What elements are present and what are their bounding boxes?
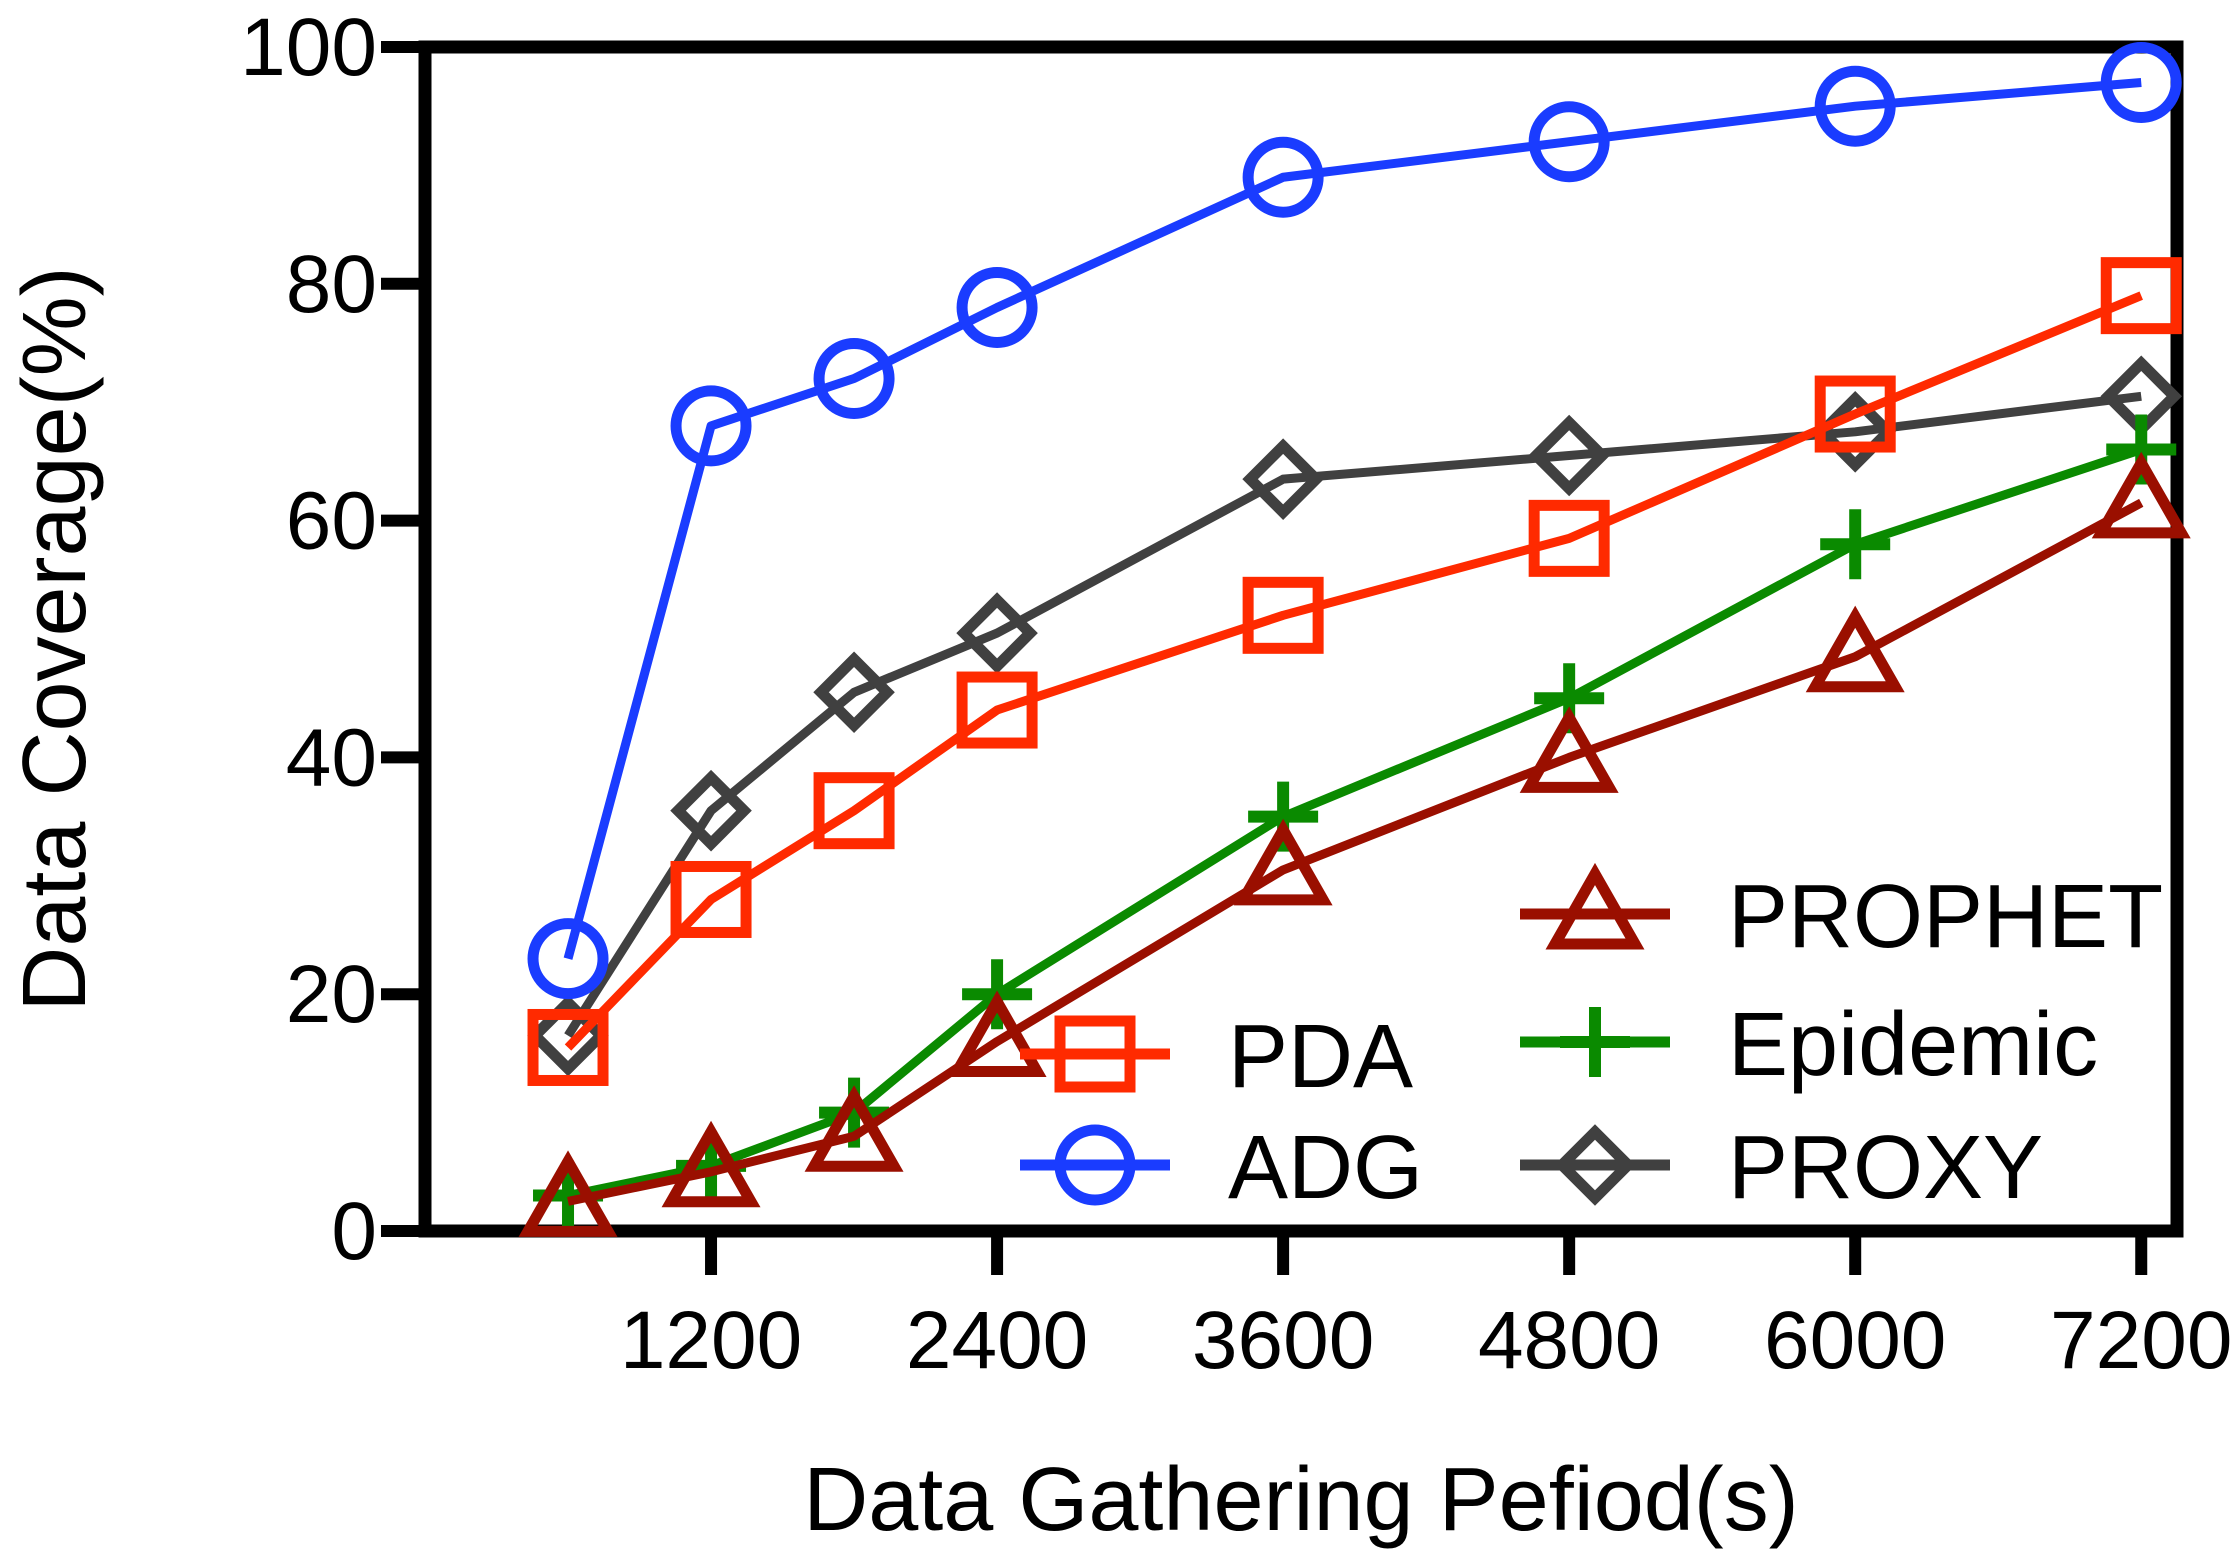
data-point-proxy: [813, 651, 895, 734]
x-tick-label: 3600: [1192, 1295, 1374, 1386]
data-point-pda: [670, 860, 752, 938]
y-tick-label: 60: [286, 476, 377, 567]
data-point-proxy: [1528, 414, 1610, 497]
legend-item-proxy: PROXY: [1520, 1118, 2043, 1218]
series: [518, 42, 2191, 1237]
data-point-adg: [670, 385, 752, 467]
data-point-prophet: [1805, 605, 1905, 693]
legend-marker-pda: [1054, 1015, 1136, 1093]
legend-marker-proxy: [1554, 1124, 1636, 1206]
legend-item-pda: PDA: [1020, 1007, 1413, 1107]
data-point-prophet: [2091, 451, 2191, 539]
x-axis-title: Data Gathering Pefiod(s): [803, 1450, 1799, 1550]
data-point-adg: [1528, 101, 1610, 183]
data-point-adg: [527, 918, 609, 1000]
data-point-prophet: [518, 1150, 618, 1237]
data-point-adg: [813, 338, 895, 420]
y-tick-label: 100: [240, 2, 377, 93]
legend-label-epidemic: Epidemic: [1728, 995, 2098, 1095]
data-point-proxy: [1242, 438, 1324, 520]
x-tick-label: 1200: [620, 1295, 802, 1386]
series-line-adg: [563, 78, 2142, 960]
y-tick-label: 20: [286, 949, 377, 1040]
data-point-epidemic: [1248, 781, 1319, 852]
legend-marker-prophet: [1545, 862, 1645, 950]
data-point-pda: [1242, 576, 1324, 654]
data-point-epidemic: [1820, 509, 1891, 580]
data-point-pda: [1528, 499, 1610, 577]
data-point-prophet: [1233, 818, 1333, 906]
data-point-adg: [956, 266, 1038, 348]
data-point-prophet: [1519, 706, 1619, 793]
series-adg: [527, 42, 2182, 1000]
y-tick-label: 0: [331, 1186, 377, 1277]
data-point-proxy: [670, 769, 752, 852]
data-point-proxy: [956, 592, 1038, 674]
y-tick-label: 40: [286, 712, 377, 803]
plot-frame: [418, 40, 2184, 1238]
ticks: 0 20 40 60 80 100 1200 2400 3600 4800 6000 7200: [240, 2, 2232, 1386]
y-axis-title: Data Coverage(%): [5, 266, 105, 1011]
data-point-adg: [1814, 65, 1896, 147]
series-prophet: [518, 451, 2191, 1237]
x-tick-label: 6000: [1764, 1295, 1946, 1386]
axes: [418, 40, 2184, 1238]
legend: PDA ADG PROPHET Epidemic PROXY: [1020, 862, 2163, 1218]
series-pda: [527, 257, 2182, 1086]
data-point-pda: [2100, 257, 2182, 335]
legend-item-adg: ADG: [1020, 1118, 1423, 1218]
series-line-epidemic: [567, 445, 2143, 1200]
y-tick-label: 80: [286, 239, 377, 330]
data-point-pda: [527, 1008, 609, 1086]
data-point-prophet: [947, 990, 1047, 1078]
x-tick-label: 7200: [2050, 1295, 2232, 1386]
legend-marker-epidemic: [1560, 1007, 1630, 1077]
data-point-pda: [1814, 375, 1896, 453]
legend-item-prophet: PROPHET: [1520, 862, 2163, 967]
series-line-pda: [564, 291, 2143, 1051]
x-tick-label: 4800: [1478, 1295, 1660, 1386]
data-point-prophet: [804, 1085, 904, 1172]
legend-label-pda: PDA: [1228, 1007, 1413, 1107]
series-epidemic: [533, 414, 2177, 1231]
legend-marker-adg: [1054, 1124, 1136, 1206]
legend-label-prophet: PROPHET: [1728, 867, 2163, 967]
data-point-adg: [2100, 42, 2182, 124]
x-tick-label: 2400: [906, 1295, 1088, 1386]
legend-label-proxy: PROXY: [1728, 1118, 2043, 1218]
data-point-prophet: [661, 1120, 761, 1208]
data-point-pda: [956, 671, 1038, 749]
legend-item-epidemic: Epidemic: [1520, 995, 2098, 1095]
legend-label-adg: ADG: [1228, 1118, 1423, 1218]
data-point-epidemic: [2106, 414, 2177, 485]
data-point-pda: [813, 772, 895, 850]
data-point-adg: [1242, 136, 1324, 218]
